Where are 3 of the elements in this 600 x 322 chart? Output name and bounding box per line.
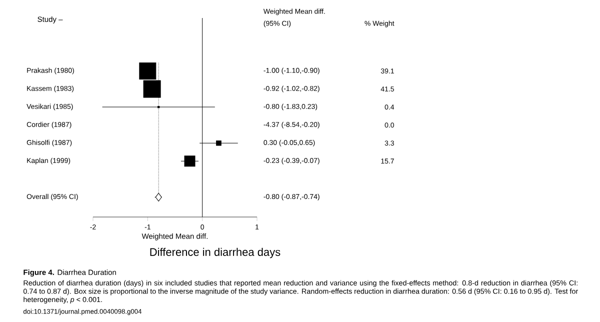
point (184, 156, 196, 167)
text: Difference in diarrhea days (150, 248, 280, 258)
point (155, 192, 162, 202)
